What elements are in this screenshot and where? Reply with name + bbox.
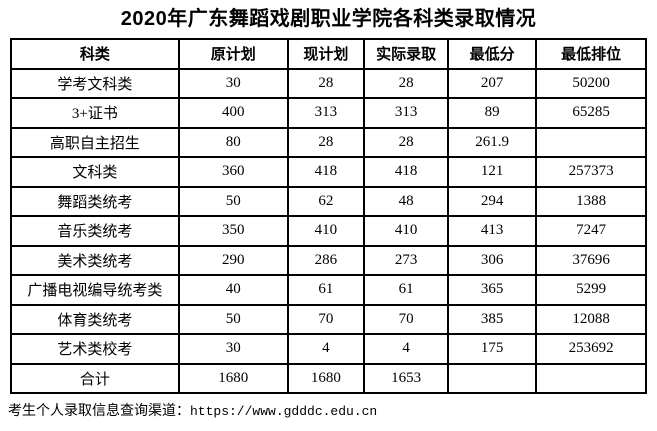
value-cell: 1680 bbox=[286, 362, 366, 394]
table-row: 文科类 360 418 418 121 257373 bbox=[10, 156, 647, 188]
value-cell: 207 bbox=[447, 67, 538, 99]
value-cell: 89 bbox=[447, 97, 538, 129]
value-cell: 400 bbox=[177, 97, 289, 129]
table-row: 体育类统考 50 70 70 385 12088 bbox=[10, 303, 647, 335]
value-cell: 61 bbox=[286, 274, 366, 306]
value-cell: 410 bbox=[286, 215, 366, 247]
value-cell: 80 bbox=[177, 126, 289, 158]
column-header: 科类 bbox=[10, 38, 180, 70]
value-cell bbox=[535, 126, 647, 158]
value-cell: 12088 bbox=[535, 303, 647, 335]
value-cell: 257373 bbox=[535, 156, 647, 188]
value-cell: 28 bbox=[363, 67, 450, 99]
table-row: 广播电视编导统考类 40 61 61 365 5299 bbox=[10, 274, 647, 306]
value-cell bbox=[447, 362, 538, 394]
value-cell bbox=[535, 362, 647, 394]
table-row: 3+证书 400 313 313 89 65285 bbox=[10, 97, 647, 129]
category-cell: 艺术类校考 bbox=[10, 333, 180, 365]
table-row: 舞蹈类统考 50 62 48 294 1388 bbox=[10, 185, 647, 217]
value-cell: 50200 bbox=[535, 67, 647, 99]
value-cell: 253692 bbox=[535, 333, 647, 365]
value-cell: 37696 bbox=[535, 244, 647, 276]
column-header: 实际录取 bbox=[363, 38, 450, 70]
category-cell: 音乐类统考 bbox=[10, 215, 180, 247]
value-cell: 61 bbox=[363, 274, 450, 306]
page-title: 2020年广东舞蹈戏剧职业学院各科类录取情况 bbox=[120, 8, 537, 30]
value-cell: 65285 bbox=[535, 97, 647, 129]
value-cell: 48 bbox=[363, 185, 450, 217]
value-cell: 5299 bbox=[535, 274, 647, 306]
value-cell: 4 bbox=[286, 333, 366, 365]
table-row: 音乐类统考 350 410 410 413 7247 bbox=[10, 215, 647, 247]
category-cell: 体育类统考 bbox=[10, 303, 180, 335]
category-cell: 美术类统考 bbox=[10, 244, 180, 276]
value-cell: 28 bbox=[286, 67, 366, 99]
value-cell: 30 bbox=[177, 333, 289, 365]
table-row: 学考文科类 30 28 28 207 50200 bbox=[10, 67, 647, 99]
value-cell: 273 bbox=[363, 244, 450, 276]
column-header: 最低排位 bbox=[535, 38, 647, 70]
value-cell: 62 bbox=[286, 185, 366, 217]
value-cell: 70 bbox=[286, 303, 366, 335]
value-cell: 70 bbox=[363, 303, 450, 335]
category-cell: 文科类 bbox=[10, 156, 180, 188]
table-row: 高职自主招生 80 28 28 261.9 bbox=[10, 126, 647, 158]
value-cell: 7247 bbox=[535, 215, 647, 247]
value-cell: 50 bbox=[177, 185, 289, 217]
category-cell: 3+证书 bbox=[10, 97, 180, 129]
value-cell: 313 bbox=[363, 97, 450, 129]
value-cell: 418 bbox=[286, 156, 366, 188]
table-row: 艺术类校考 30 4 4 175 253692 bbox=[10, 333, 647, 365]
category-cell: 舞蹈类统考 bbox=[10, 185, 180, 217]
table-header-row: 科类 原计划 现计划 实际录取 最低分 最低排位 bbox=[10, 38, 647, 70]
column-header: 原计划 bbox=[177, 38, 289, 70]
category-cell: 合计 bbox=[10, 362, 180, 394]
value-cell: 261.9 bbox=[447, 126, 538, 158]
column-header: 现计划 bbox=[286, 38, 366, 70]
category-cell: 学考文科类 bbox=[10, 67, 180, 99]
value-cell: 286 bbox=[286, 244, 366, 276]
value-cell: 418 bbox=[363, 156, 450, 188]
value-cell: 350 bbox=[177, 215, 289, 247]
value-cell: 1680 bbox=[177, 362, 289, 394]
value-cell: 30 bbox=[177, 67, 289, 99]
value-cell: 175 bbox=[447, 333, 538, 365]
value-cell: 413 bbox=[447, 215, 538, 247]
value-cell: 290 bbox=[177, 244, 289, 276]
page: 2020年广东舞蹈戏剧职业学院各科类录取情况 科类 原计划 现计划 实际录取 最低分 最低… bbox=[0, 6, 657, 431]
value-cell: 410 bbox=[363, 215, 450, 247]
admissions-table: 科类 原计划 现计划 实际录取 最低分 最低排位 学考文科类 30 28 28 207 50200 3… bbox=[10, 38, 647, 394]
value-cell: 28 bbox=[286, 126, 366, 158]
table-row: 美术类统考 290 286 273 306 37696 bbox=[10, 244, 647, 276]
value-cell: 385 bbox=[447, 303, 538, 335]
value-cell: 1653 bbox=[363, 362, 450, 394]
category-cell: 广播电视编导统考类 bbox=[10, 274, 180, 306]
value-cell: 294 bbox=[447, 185, 538, 217]
value-cell: 360 bbox=[177, 156, 289, 188]
value-cell: 4 bbox=[363, 333, 450, 365]
value-cell: 121 bbox=[447, 156, 538, 188]
value-cell: 28 bbox=[363, 126, 450, 158]
category-cell: 高职自主招生 bbox=[10, 126, 180, 158]
value-cell: 365 bbox=[447, 274, 538, 306]
column-header: 最低分 bbox=[447, 38, 538, 70]
value-cell: 313 bbox=[286, 97, 366, 129]
footer-url: https://www.gdddc.edu.cn bbox=[190, 404, 378, 419]
value-cell: 40 bbox=[177, 274, 289, 306]
value-cell: 306 bbox=[447, 244, 538, 276]
table-body: 学考文科类 30 28 28 207 50200 3+证书 400 313 313 89 65285 高… bbox=[10, 67, 647, 394]
value-cell: 50 bbox=[177, 303, 289, 335]
value-cell: 1388 bbox=[535, 185, 647, 217]
footer-note: 考生个人录取信息查询渠道：https://www.gdddc.edu.cn bbox=[8, 403, 657, 421]
footer-label: 考生个人录取信息查询渠道： bbox=[8, 404, 190, 419]
table-row: 合计 1680 1680 1653 bbox=[10, 362, 647, 394]
